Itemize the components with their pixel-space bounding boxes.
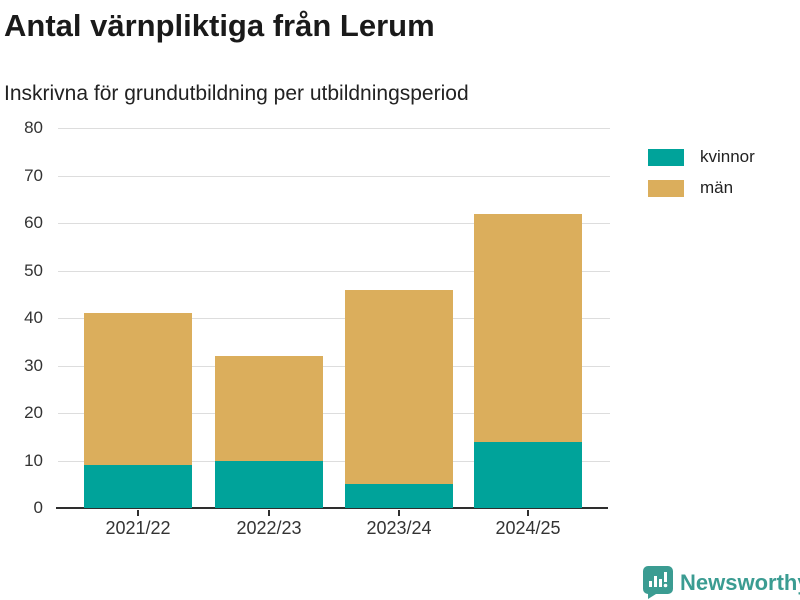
y-tick-label: 30 bbox=[24, 355, 43, 375]
chart-title: Antal värnpliktiga från Lerum bbox=[4, 8, 435, 43]
newsworthy-logo-icon bbox=[643, 566, 673, 599]
bar-segment-kvinnor bbox=[345, 484, 453, 508]
bar-segment-män bbox=[345, 289, 453, 485]
legend-label: män bbox=[700, 178, 734, 197]
legend-item: kvinnor bbox=[648, 147, 755, 167]
legend-label: kvinnor bbox=[700, 147, 755, 166]
y-tick-label: 20 bbox=[24, 403, 43, 422]
x-tick-label: 2023/24 bbox=[366, 518, 432, 538]
x-axis-line bbox=[56, 507, 608, 509]
gridline bbox=[58, 413, 610, 414]
chart-subtitle: Inskrivna för grundutbildning per utbild… bbox=[4, 82, 469, 105]
x-tick-label: 2022/23 bbox=[236, 518, 302, 538]
bar-segment-män bbox=[215, 356, 323, 461]
bar-segment-kvinnor bbox=[474, 441, 582, 508]
y-tick-label: 10 bbox=[24, 450, 43, 470]
gridline bbox=[58, 365, 610, 367]
x-axis-tick bbox=[268, 510, 270, 516]
y-tick-label: 50 bbox=[24, 260, 43, 280]
x-axis-tick bbox=[137, 510, 139, 516]
x-tick-label: 2024/25 bbox=[495, 518, 561, 538]
legend-item: män bbox=[648, 178, 755, 198]
x-axis-tick bbox=[527, 510, 529, 516]
legend: kvinnor män bbox=[648, 147, 755, 209]
y-tick-label: 0 bbox=[33, 498, 43, 517]
brand-name: Newsworthy bbox=[680, 569, 800, 595]
legend-swatch bbox=[648, 148, 684, 166]
y-tick-label: 80 bbox=[24, 118, 43, 137]
gridline bbox=[58, 318, 610, 319]
legend-swatch bbox=[648, 179, 684, 197]
y-tick-label: 60 bbox=[24, 213, 43, 232]
gridline bbox=[58, 175, 610, 177]
bar-segment-män bbox=[474, 213, 582, 442]
brand-footer: Newsworthy bbox=[643, 566, 800, 599]
y-tick-label: 70 bbox=[24, 165, 43, 185]
x-axis-tick bbox=[398, 510, 400, 516]
y-tick-label: 40 bbox=[24, 308, 43, 327]
bar-segment-kvinnor bbox=[215, 460, 323, 508]
gridline bbox=[58, 460, 610, 462]
plot-area bbox=[56, 128, 610, 516]
gridline bbox=[58, 223, 610, 224]
x-tick-label: 2021/22 bbox=[105, 518, 171, 538]
gridline bbox=[58, 270, 610, 272]
y-axis-labels: 0 10 20 30 40 50 60 70 80 bbox=[0, 118, 46, 517]
gridline bbox=[58, 128, 610, 129]
x-axis-labels: 2021/22 2022/23 2023/24 2024/25 bbox=[58, 518, 610, 546]
bar-segment-kvinnor bbox=[84, 465, 192, 508]
bar-segment-män bbox=[84, 313, 192, 466]
